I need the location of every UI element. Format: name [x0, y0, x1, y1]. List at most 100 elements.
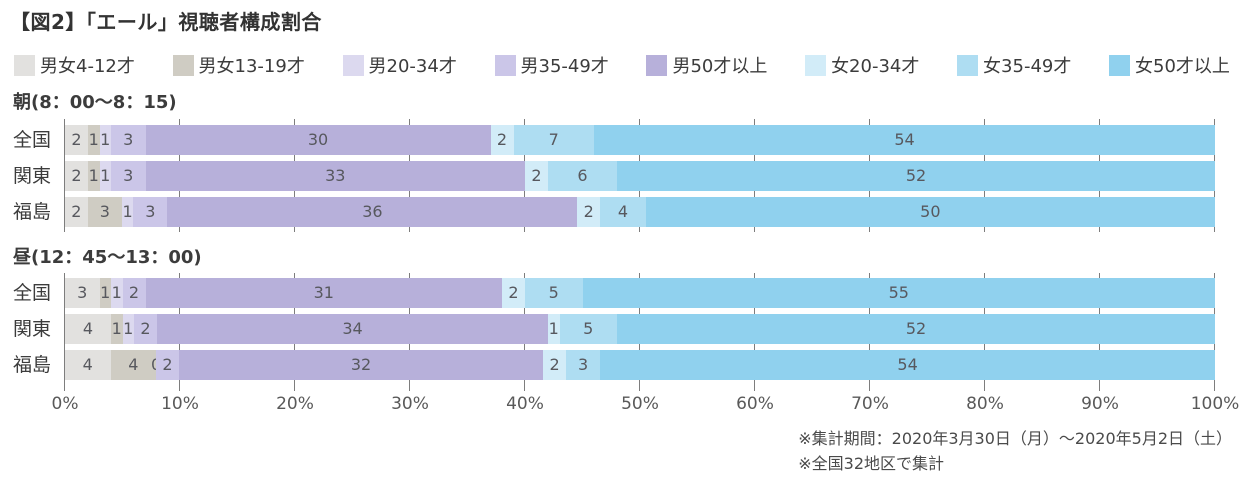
axis-tick: [524, 380, 525, 391]
row-label: 全国: [13, 129, 52, 151]
bar-row: 関東 4 1 1 2 34 1 5 52: [13, 314, 1215, 344]
segment-value: 3: [123, 166, 134, 185]
bar-segment: 1: [99, 161, 111, 191]
axis-tick: [294, 380, 295, 391]
stacked-bar-chart: 朝(8：00〜8：15) 全国 2 1 1 3 30 2 7 54 関東 2 1 1 3 33 2 6 52 福島 2 3…: [0, 88, 1243, 415]
segment-value: 7: [548, 130, 559, 149]
x-tick-label: 90%: [1081, 394, 1119, 414]
bar-segment: 7: [513, 125, 594, 155]
segment-value: 3: [123, 130, 134, 149]
bar-segment: 1: [88, 125, 100, 155]
segment-value: 1: [100, 166, 111, 185]
bar-row: 全国 2 1 1 3 30 2 7 54: [13, 125, 1215, 155]
segment-value: 3: [99, 202, 110, 221]
segment-value: 1: [100, 130, 111, 149]
legend-item-6: 女35-49才: [957, 52, 1071, 78]
segment-value: 31: [313, 283, 334, 302]
row-label: 関東: [13, 318, 52, 340]
chart-title: 【図2】「エール」視聴者構成割合: [10, 10, 322, 34]
axis-tick: [1099, 380, 1100, 391]
x-tick-label: 30%: [391, 394, 429, 414]
x-tick-label: 20%: [276, 394, 314, 414]
segment-value: 54: [897, 355, 918, 374]
segment-value: 1: [88, 130, 99, 149]
bar-segment: 52: [617, 314, 1215, 344]
section-header-morning: 朝(8：00〜8：15): [13, 92, 177, 113]
segment-value: 4: [82, 355, 93, 374]
legend-item-2: 男20-34才: [342, 52, 457, 78]
bar-segment: 2: [122, 278, 146, 308]
footnote-period: ※集計期間：2020年3月30日（月）〜2020年5月2日（土）: [798, 429, 1232, 448]
stacked-bar: 4402322354: [65, 350, 1215, 380]
bar-segment: 2: [65, 161, 88, 191]
segment-value: 34: [342, 319, 363, 338]
x-tick-label: 10%: [161, 394, 199, 414]
axis-tick: [869, 380, 870, 391]
stacked-bar: 2 1 1 3 30 2 7 54: [65, 125, 1215, 155]
segment-value: 3: [77, 283, 88, 302]
bar-segment: 55: [582, 278, 1215, 308]
x-tick-label: 50%: [621, 394, 659, 414]
segment-value: 33: [325, 166, 346, 185]
bar-segment: 2: [543, 350, 566, 380]
segment-value: 2: [71, 130, 82, 149]
segment-value: 2: [71, 166, 82, 185]
bar-segment: 54: [594, 125, 1215, 155]
bar-segment: 2: [502, 278, 525, 308]
stacked-bar: 4 1 1 2 34 1 5 52: [65, 314, 1215, 344]
legend-swatch: [494, 54, 516, 76]
bar-segment: 3: [111, 125, 146, 155]
bar-segment: 4: [65, 314, 111, 344]
legend-label: 男女4-12才: [40, 56, 135, 77]
x-tick-label: 60%: [736, 394, 774, 414]
x-tick-label: 0%: [51, 394, 79, 414]
segment-value: 2: [140, 319, 151, 338]
segment-value: 4: [617, 202, 628, 221]
bar-segment: 1: [99, 278, 111, 308]
axis-tick: [639, 380, 640, 391]
segment-value: 52: [905, 166, 927, 185]
bar-segment: 52: [617, 161, 1215, 191]
bar-segment: 2: [65, 125, 88, 155]
legend-label: 男35-49才: [520, 56, 609, 77]
segment-value: 6: [577, 166, 588, 185]
row-label: 関東: [13, 165, 52, 187]
legend-swatch: [14, 54, 35, 76]
bar-segment: 2: [65, 197, 88, 227]
bar-segment: 3: [565, 350, 601, 380]
axis-tick: [179, 380, 180, 391]
footnotes: ※集計期間：2020年3月30日（月）〜2020年5月2日（土） ※全国32地区…: [798, 426, 1232, 476]
bar-segment: 1: [121, 197, 134, 227]
bar-row: 関東 2 1 1 3 33 2 6 52: [13, 161, 1215, 191]
legend-item-5: 女20-34才: [805, 52, 919, 78]
bar-segment: 5: [525, 278, 583, 308]
segment-value: 4: [128, 355, 139, 374]
legend: 男女4-12才 男女13-19才 男20-34才 男35-49才 男50才以上 女20-3…: [14, 52, 1230, 78]
segment-value: 50: [920, 202, 941, 221]
legend-label: 女35-49才: [983, 56, 1072, 77]
legend-label: 女20-34才: [831, 56, 920, 77]
segment-value: 3: [145, 202, 156, 221]
segment-value: 1: [111, 283, 122, 302]
section-header-noon: 昼(12：45〜13：00): [13, 247, 202, 268]
segment-value: 1: [88, 166, 99, 185]
axis-tick: [754, 380, 755, 391]
legend-label: 男20-34才: [368, 56, 457, 77]
bar-segment: 4: [65, 350, 111, 380]
bar-segment: 3: [87, 197, 122, 227]
bar-segment: 1: [99, 125, 111, 155]
stacked-bar: 3 1 1 2 31 2 5 55: [65, 278, 1215, 308]
bar-segment: 2: [156, 350, 179, 380]
x-tick-label: 100%: [1190, 394, 1240, 414]
segment-value: 55: [888, 283, 909, 302]
bar-segment: 54: [600, 350, 1215, 380]
bar-row: 福島 2 3 1 3 36 2 4 50: [13, 197, 1215, 227]
bar-segment: 3: [111, 161, 146, 191]
bar-segment: 6: [548, 161, 617, 191]
bar-segment: 3: [65, 278, 100, 308]
bar-segment: 2: [577, 197, 601, 227]
legend-swatch: [957, 54, 979, 76]
axis-tick: [984, 380, 985, 391]
bar-segment: 1: [122, 314, 134, 344]
segment-value: 2: [583, 202, 594, 221]
